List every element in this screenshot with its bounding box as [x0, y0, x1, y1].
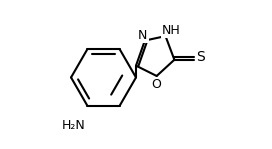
Text: N: N [138, 29, 147, 42]
Text: O: O [152, 78, 162, 91]
Text: H₂N: H₂N [61, 119, 85, 132]
Text: NH: NH [162, 24, 181, 37]
Text: S: S [197, 50, 205, 64]
